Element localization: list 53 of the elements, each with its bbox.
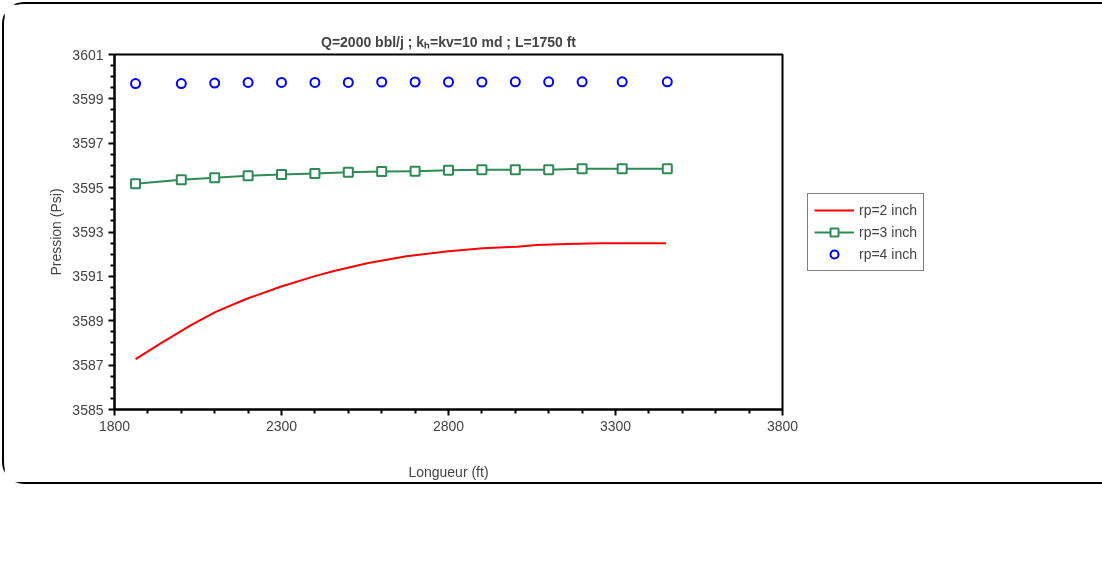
x-tick-label: 2800 <box>432 417 465 434</box>
y-tick-label: 3599 <box>72 90 104 107</box>
point <box>175 174 187 186</box>
point <box>130 78 142 90</box>
x-tick-label: 2300 <box>265 417 298 434</box>
point <box>130 178 142 190</box>
legend-label: rp=2 inch <box>859 201 917 218</box>
y-tick-label: 3601 <box>72 46 104 63</box>
point <box>209 172 221 184</box>
point <box>342 166 354 178</box>
point <box>376 76 388 88</box>
point <box>342 76 354 88</box>
point <box>509 76 521 88</box>
x-tick-label: 1800 <box>98 417 131 434</box>
y-tick-label: 3587 <box>72 357 104 374</box>
point <box>276 76 287 88</box>
point <box>443 76 454 88</box>
point <box>376 165 388 177</box>
point <box>661 163 673 175</box>
y-tick-label: 3591 <box>72 268 104 285</box>
point <box>543 164 555 176</box>
x-axis-title: Longueur (ft) <box>408 463 489 480</box>
y-tick-label: 3597 <box>72 135 104 152</box>
y-tick-label: 3595 <box>72 179 104 196</box>
point <box>242 170 254 182</box>
chart-title: Q=2000 bbl/j ; kₕ=kv=10 md ; L=1750 ft <box>320 33 577 50</box>
point <box>616 163 628 175</box>
point <box>443 164 454 176</box>
y-tick-label: 3585 <box>72 401 104 418</box>
point <box>276 169 287 181</box>
y-tick-label: 3593 <box>72 224 104 240</box>
x-tick-label: 3800 <box>766 417 799 434</box>
point <box>476 76 488 88</box>
x-tick-label: 3300 <box>599 417 632 434</box>
y-axis-title: Pression (Psi) <box>48 188 65 276</box>
point <box>309 76 321 88</box>
point <box>616 76 628 88</box>
point <box>175 78 187 90</box>
y-tick-label: 3589 <box>72 312 104 329</box>
point <box>476 164 488 176</box>
point <box>576 76 588 88</box>
point <box>209 77 221 89</box>
point <box>576 163 588 175</box>
point <box>409 165 421 177</box>
point <box>661 76 673 88</box>
point <box>309 167 321 179</box>
line-series <box>134 242 667 361</box>
point <box>509 164 521 176</box>
point <box>543 76 555 88</box>
point <box>242 76 254 88</box>
legend-label: rp=4 inch <box>859 245 917 262</box>
point <box>409 76 421 88</box>
legend-label: rp=3 inch <box>859 223 917 240</box>
